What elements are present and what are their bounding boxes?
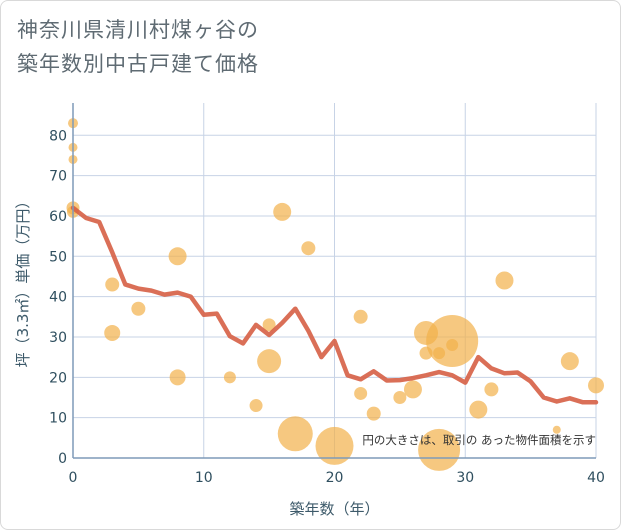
bubble-point: [168, 247, 187, 266]
chart-title-line-1: 神奈川県清川村煤ヶ谷の: [17, 18, 259, 42]
bubble-point: [315, 426, 354, 465]
bubble-point: [249, 399, 263, 413]
chart-title-line-2: 築年数別中古戸建て価格: [17, 52, 259, 76]
y-tick-label: 70: [49, 169, 67, 185]
bubble-point: [469, 400, 488, 419]
bubble-point: [169, 369, 186, 386]
y-tick-label: 20: [49, 370, 67, 386]
bubble-layer: [66, 118, 604, 471]
bubble-point: [223, 371, 236, 384]
y-axis-label: 坪（3.3㎡）単価（万円）: [14, 194, 32, 368]
bubble-point: [277, 416, 313, 452]
bubble-point: [418, 428, 461, 471]
bubble-point: [403, 380, 422, 399]
bubble-point: [484, 382, 499, 397]
x-tick-label: 0: [69, 470, 78, 486]
y-tick-label: 60: [49, 209, 67, 225]
bubble-point: [354, 386, 368, 400]
average-line-layer: [70, 205, 599, 405]
average-price-line: [70, 205, 599, 405]
bubble-point: [273, 202, 292, 221]
bubble-point: [257, 349, 282, 374]
x-tick-label: 40: [587, 470, 605, 486]
bubble-point: [552, 425, 561, 434]
bubble-point: [131, 301, 146, 316]
bubble-point: [353, 309, 368, 324]
bubble-point: [446, 339, 459, 352]
bubble-point: [105, 277, 120, 292]
bubble-point: [301, 241, 316, 256]
x-tick-label: 30: [456, 470, 474, 486]
bubble-point: [393, 390, 407, 404]
grid-lines: [73, 103, 597, 458]
size-note: 円の大きさは、取引の あった物件面積を示す: [362, 433, 596, 447]
bubble-point: [104, 324, 121, 341]
axes-layer: [72, 103, 596, 459]
chart-title: 神奈川県清川村煤ヶ谷の 築年数別中古戸建て価格: [17, 13, 259, 81]
y-tick-label: 50: [49, 249, 67, 265]
y-tick-label: 0: [58, 451, 67, 467]
tick-labels: 0 10 20 30 40 0 10 20 30 40 50 60 70 80: [49, 128, 605, 486]
bubble-point: [588, 377, 604, 394]
y-tick-label: 10: [49, 411, 67, 427]
bubble-point: [366, 406, 381, 421]
bubble-point: [495, 271, 514, 290]
y-tick-label: 30: [49, 330, 67, 346]
y-tick-label: 40: [49, 290, 67, 306]
x-tick-label: 20: [326, 470, 344, 486]
bubble-point: [560, 352, 579, 371]
y-tick-label: 80: [49, 128, 67, 144]
x-axis-label: 築年数（年）: [289, 500, 379, 518]
bubble-point: [262, 318, 276, 332]
x-tick-label: 10: [195, 470, 213, 486]
